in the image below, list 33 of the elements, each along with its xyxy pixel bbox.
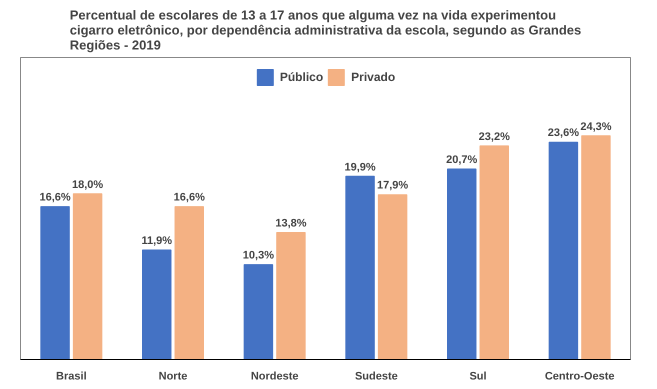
bar [447, 168, 476, 360]
data-label: 11,9% [141, 234, 172, 247]
bar [345, 176, 375, 360]
x-tick-label: Centro-Oeste [544, 370, 615, 382]
data-label: 24,3% [580, 120, 612, 133]
x-tick-label: Sul [469, 370, 487, 382]
legend-label: Público [280, 70, 324, 84]
bar [581, 135, 611, 360]
data-label: 13,8% [275, 217, 307, 230]
bar [142, 249, 172, 360]
data-label: 23,6% [548, 127, 580, 140]
bar [72, 193, 102, 360]
bar [276, 232, 306, 360]
legend-label: Privado [351, 70, 396, 84]
data-label: 16,6% [174, 192, 206, 204]
chart-title: Percentual de escolares de 13 a 17 anos que alguma vez na vida experimentou cigarro eletrônico, por dependência administrativa da escola, segundo as Grandes Regiões - 2019 [70, 8, 582, 52]
x-tick-label: Sudeste [354, 370, 398, 382]
bar [378, 194, 408, 360]
bar [40, 206, 70, 360]
data-label: 19,9% [344, 161, 376, 174]
data-label: 20,7% [446, 154, 478, 166]
data-label: 10,3% [242, 250, 274, 262]
bar [480, 145, 509, 360]
x-tick-label: Brasil [56, 370, 87, 382]
data-label: 16,6% [39, 192, 71, 204]
bar [548, 142, 578, 360]
data-label: 18,0% [72, 178, 104, 191]
data-label: 23,2% [478, 130, 510, 143]
bar [174, 206, 204, 360]
bar [244, 264, 274, 360]
x-tick-label: Nordeste [250, 370, 299, 382]
x-tick-label: Norte [158, 370, 188, 382]
data-label: 17,9% [377, 180, 408, 192]
